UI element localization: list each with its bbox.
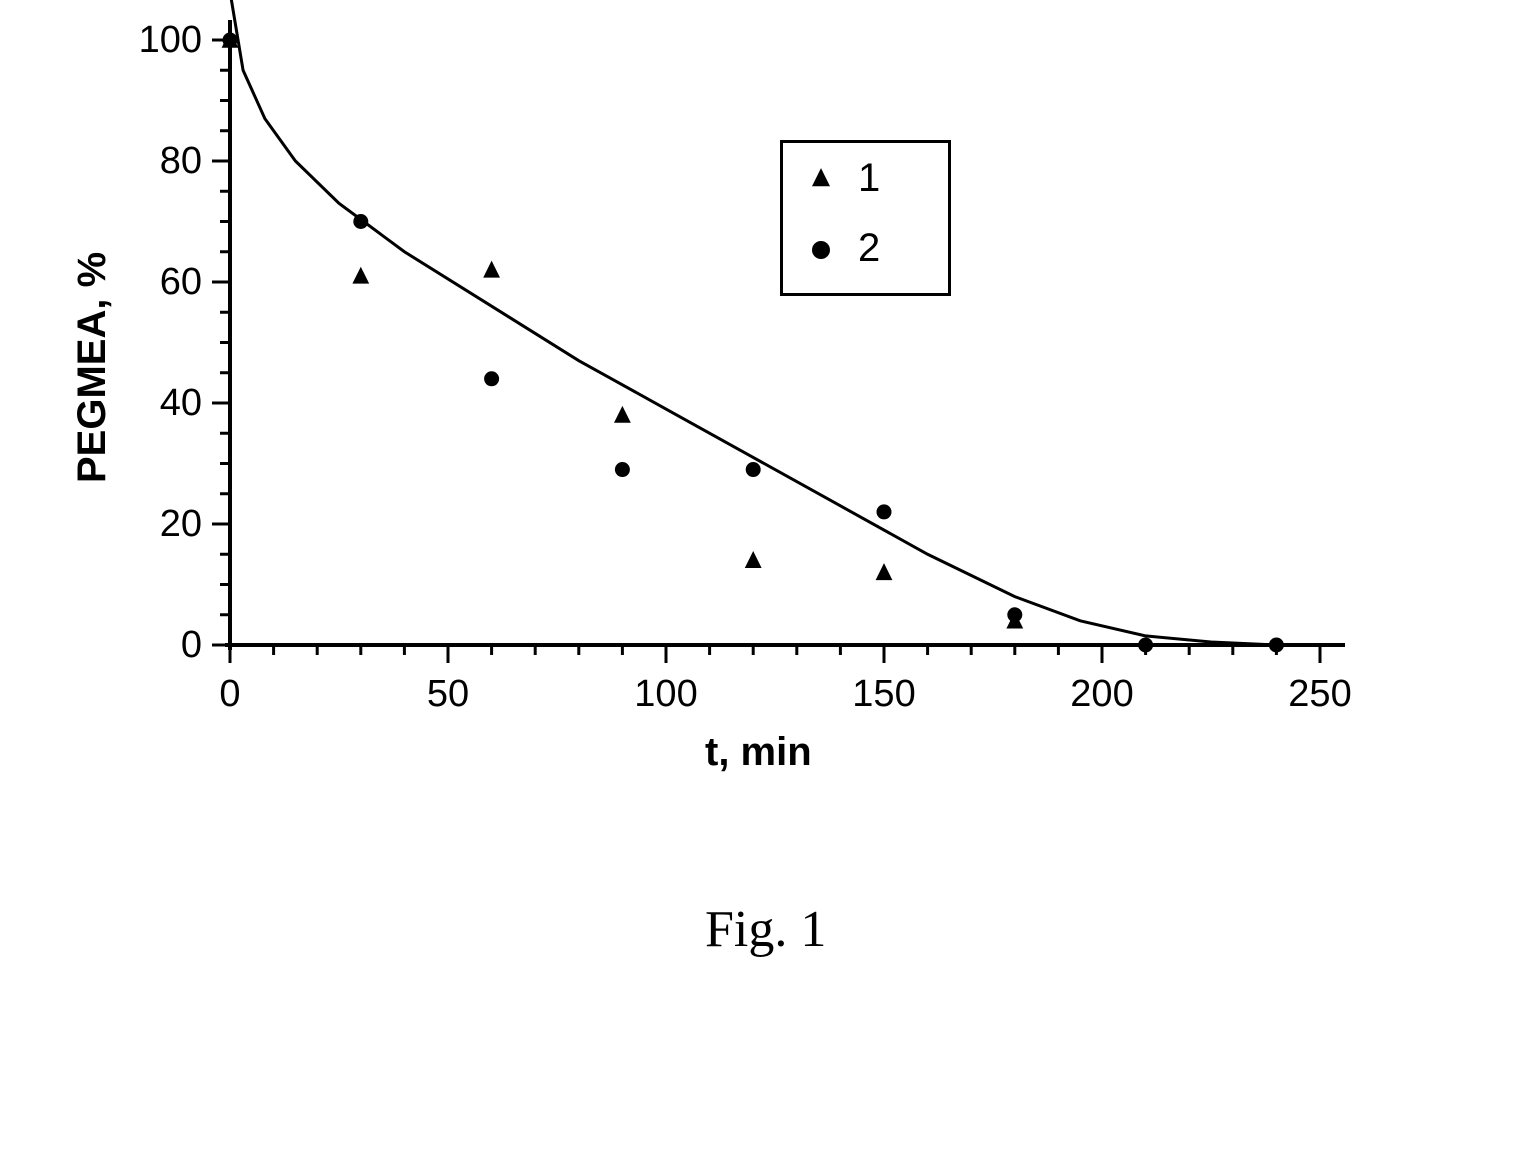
- chart-plot: [0, 0, 1523, 1154]
- y-tick-label: 60: [112, 261, 202, 304]
- y-axis-label: PEGMEA, %: [70, 251, 115, 482]
- x-tick-label: 150: [844, 673, 924, 716]
- figure-container: PEGMEA, % t, min 0 50 100 150 200 250 0 20 40 60…: [0, 0, 1523, 1154]
- x-tick-label: 50: [408, 673, 488, 716]
- y-tick-label: 40: [112, 382, 202, 425]
- y-tick-label: 100: [112, 19, 202, 62]
- x-tick-label: 100: [626, 673, 706, 716]
- y-tick-label: 20: [112, 503, 202, 546]
- y-tick-label: 0: [112, 624, 202, 667]
- legend-item-2-label: 2: [858, 226, 880, 271]
- legend: 1 2: [780, 140, 951, 296]
- x-tick-label: 200: [1062, 673, 1142, 716]
- legend-item-1-label: 1: [858, 156, 880, 201]
- x-tick-label: 0: [190, 673, 270, 716]
- y-tick-label: 80: [112, 140, 202, 183]
- figure-caption: Fig. 1: [705, 900, 826, 959]
- x-axis-label: t, min: [705, 730, 812, 775]
- x-tick-label: 250: [1280, 673, 1360, 716]
